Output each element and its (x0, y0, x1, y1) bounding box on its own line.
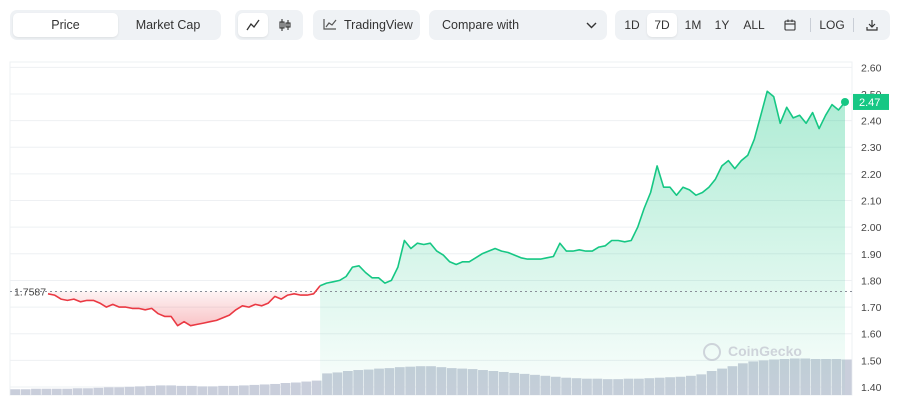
chart-type-toggle (235, 10, 303, 40)
baseline-label: 1.7587 (14, 286, 46, 298)
metric-toggle: Price Market Cap (10, 10, 221, 40)
range-1y[interactable]: 1Y (714, 18, 730, 32)
volume-bar (51, 388, 62, 395)
chevron-down-icon (586, 18, 597, 32)
tradingview-label: TradingView (344, 18, 413, 32)
price-area (48, 91, 846, 396)
y-tick-label: 1.90 (861, 249, 882, 261)
range-1m[interactable]: 1M (684, 18, 702, 32)
coingecko-watermark: CoinGecko (728, 343, 802, 359)
volume-bar (41, 388, 52, 395)
y-tick-label: 2.60 (861, 62, 882, 74)
volume-bar (207, 386, 218, 395)
price-area-up (320, 91, 846, 396)
current-price-tag (853, 93, 889, 110)
volume-bar (20, 389, 31, 395)
volume-bar (135, 386, 145, 395)
current-price-label: 2.47 (859, 97, 880, 109)
volume-bar (93, 387, 104, 395)
volume-bar (290, 382, 301, 395)
price-line-down (47, 285, 321, 327)
time-range-toggle: 1D 7D 1M 1Y ALL LOG (615, 10, 890, 40)
volume-bar (155, 385, 166, 395)
log-scale-toggle[interactable]: LOG (819, 18, 845, 32)
volume-bar (31, 388, 41, 395)
tradingview-button[interactable]: TradingView (313, 10, 420, 40)
volume-bar (270, 383, 280, 395)
range-divider (810, 18, 811, 32)
tradingview-icon (323, 18, 337, 33)
volume-bar (301, 381, 312, 395)
price-line (10, 90, 852, 327)
y-tick-label: 1.40 (861, 382, 882, 394)
volume-bar (124, 386, 135, 395)
y-axis: 2.602.502.402.302.202.102.001.901.801.70… (14, 62, 889, 394)
volume-bar (83, 388, 93, 395)
volume-bar (259, 384, 270, 395)
price-area-down (48, 285, 321, 326)
volume-bar (166, 385, 177, 395)
volume-bar (249, 384, 260, 395)
volume-bar (176, 385, 187, 395)
y-tick-label: 1.70 (861, 302, 882, 314)
download-icon[interactable] (858, 13, 886, 37)
chart-toolbar: Price Market Cap TradingView Compare wit… (0, 0, 900, 50)
volume-bar (62, 388, 73, 395)
compare-select[interactable]: Compare with (429, 10, 607, 40)
volume-bar (218, 385, 228, 395)
volume-bar (103, 387, 114, 395)
y-tick-label: 2.20 (861, 169, 882, 181)
line-chart-icon[interactable] (238, 13, 268, 37)
y-tick-label: 2.30 (861, 142, 882, 154)
y-tick-label: 2.10 (861, 196, 882, 208)
volume-bar (311, 380, 322, 395)
volume-bar (197, 386, 208, 395)
range-all[interactable]: ALL (743, 18, 765, 32)
price-chart[interactable]: 2.602.502.402.302.202.102.001.901.801.70… (0, 50, 900, 404)
volume-bar (187, 385, 197, 395)
range-1d[interactable]: 1D (624, 18, 640, 32)
volume-bar (238, 385, 249, 395)
range-7d[interactable]: 7D (647, 13, 677, 37)
price-line-up (319, 90, 846, 287)
volume-bar (228, 385, 239, 395)
y-tick-label: 1.50 (861, 355, 882, 367)
volume-bar (841, 359, 852, 395)
volume-bar (72, 388, 83, 395)
y-tick-label: 2.00 (861, 222, 882, 234)
tab-price[interactable]: Price (13, 13, 118, 37)
calendar-icon[interactable] (775, 13, 805, 37)
compare-label: Compare with (442, 18, 520, 32)
tab-market-cap[interactable]: Market Cap (135, 18, 201, 32)
volume-bar (280, 383, 291, 395)
coingecko-logo-icon (703, 343, 721, 361)
range-divider (853, 18, 854, 32)
y-tick-label: 1.60 (861, 329, 882, 341)
candlestick-icon[interactable] (270, 13, 300, 37)
y-tick-label: 2.40 (861, 116, 882, 128)
volume-bar (145, 385, 156, 395)
y-tick-label: 1.80 (861, 275, 882, 287)
volume-bar (114, 387, 125, 395)
current-price-marker (841, 97, 849, 106)
volume-bar (10, 389, 21, 395)
